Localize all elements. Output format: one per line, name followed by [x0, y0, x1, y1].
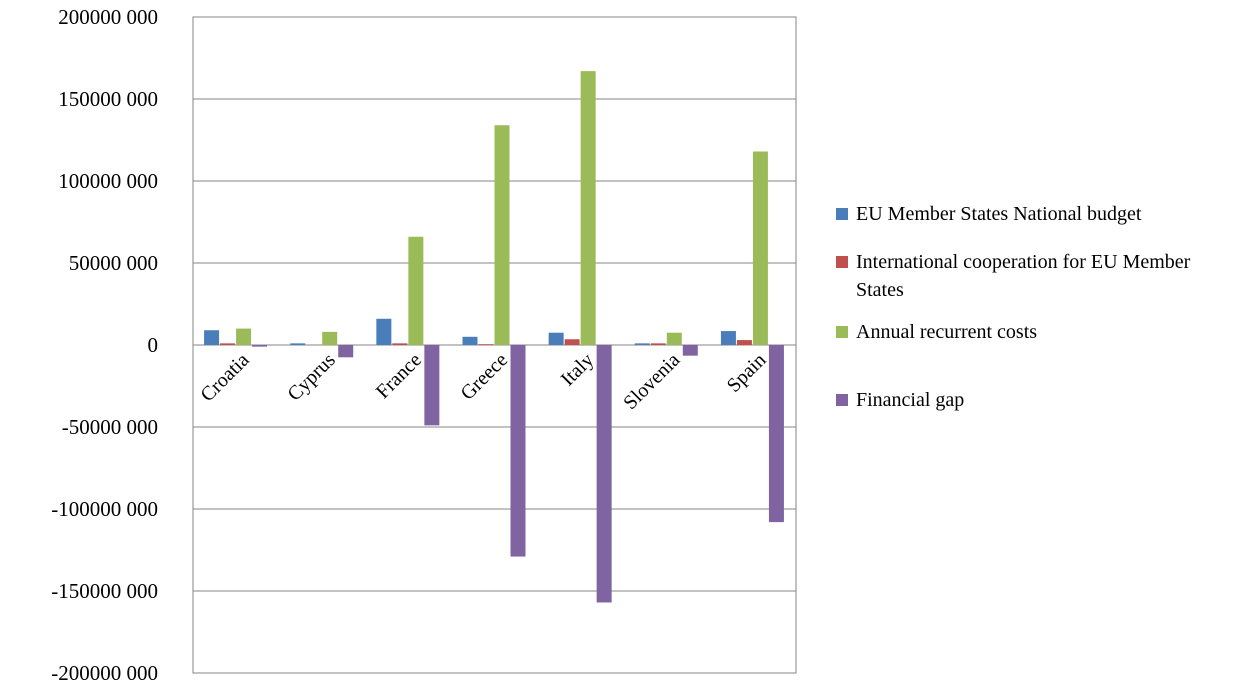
bar-cyprus-series-2 — [322, 331, 338, 345]
legend: EU Member States National budget Interna… — [836, 200, 1236, 414]
bar-croatia-series-3 — [252, 345, 268, 347]
bar-italy-series-0 — [548, 332, 564, 345]
plot-area-frame — [192, 16, 797, 674]
x-axis-category-labels: Croatia Cyprus France Greece Italy Slovenia Sp… — [196, 349, 770, 414]
y-tick-label: 200000 000 — [58, 5, 158, 29]
legend-swatch-national-budget — [836, 208, 848, 220]
bar-italy-series-3 — [596, 345, 612, 603]
y-tick-label: -50000 000 — [62, 415, 158, 439]
y-tick-label: -200000 000 — [51, 661, 158, 685]
bar-cyprus-series-0 — [290, 343, 306, 345]
bars — [204, 71, 784, 603]
bar-spain-series-3 — [768, 345, 784, 523]
legend-item-annual-recurrent-costs: Annual recurrent costs — [836, 318, 1236, 346]
bar-cyprus-series-3 — [338, 345, 354, 358]
bar-croatia-series-1 — [220, 343, 236, 345]
bar-france-series-2 — [408, 236, 424, 345]
legend-item-financial-gap: Financial gap — [836, 386, 1236, 414]
legend-label-financial-gap: Financial gap — [856, 389, 965, 411]
y-tick-label: -100000 000 — [51, 497, 158, 521]
y-tick-label: -150000 000 — [51, 579, 158, 603]
legend-swatch-annual-recurrent-costs — [836, 326, 848, 338]
legend-label-national-budget: EU Member States National budget — [856, 203, 1142, 225]
y-tick-label: 0 — [148, 333, 159, 357]
y-tick-label: 100000 000 — [58, 169, 158, 193]
bar-spain-series-1 — [736, 340, 752, 345]
bar-france-series-0 — [376, 318, 392, 345]
x-category-label-croatia: Croatia — [196, 349, 253, 406]
y-axis-tick-labels: 200000 000 150000 000 100000 000 50000 000 0… — [51, 5, 158, 685]
bar-spain-series-2 — [752, 151, 768, 345]
bar-slovenia-series-2 — [666, 332, 682, 345]
legend-swatch-financial-gap — [836, 394, 848, 406]
y-tick-label: 150000 000 — [58, 87, 158, 111]
legend-label-international-cooperation: International cooperation for EU Member … — [856, 251, 1191, 301]
y-tick-label: 50000 000 — [69, 251, 158, 275]
bar-greece-series-3 — [510, 345, 526, 557]
bar-croatia-series-0 — [204, 330, 220, 345]
bar-croatia-series-2 — [236, 328, 252, 345]
bar-greece-series-1 — [478, 344, 494, 345]
bar-slovenia-series-1 — [650, 343, 666, 345]
bar-italy-series-2 — [580, 71, 596, 346]
x-category-label-italy: Italy — [557, 349, 598, 390]
x-category-label-cyprus: Cyprus — [283, 349, 340, 406]
bar-greece-series-0 — [462, 336, 478, 345]
bar-france-series-3 — [424, 345, 440, 426]
x-category-label-france: France — [372, 349, 426, 403]
legend-item-national-budget: EU Member States National budget — [836, 200, 1236, 228]
bar-slovenia-series-3 — [682, 345, 698, 356]
bar-greece-series-2 — [494, 125, 510, 346]
bar-italy-series-1 — [564, 339, 580, 345]
bar-spain-series-0 — [720, 331, 736, 345]
bar-slovenia-series-0 — [634, 343, 650, 345]
x-category-label-slovenia: Slovenia — [619, 349, 684, 414]
x-category-label-greece: Greece — [456, 349, 512, 405]
legend-swatch-international-cooperation — [836, 256, 848, 268]
legend-label-annual-recurrent-costs: Annual recurrent costs — [856, 321, 1038, 343]
bar-france-series-1 — [392, 343, 408, 345]
legend-item-international-cooperation: International cooperation for EU Member … — [836, 248, 1236, 304]
x-category-label-spain: Spain — [723, 349, 771, 397]
bar-chart: 200000 000 150000 000 100000 000 50000 000 0… — [51, 5, 797, 685]
